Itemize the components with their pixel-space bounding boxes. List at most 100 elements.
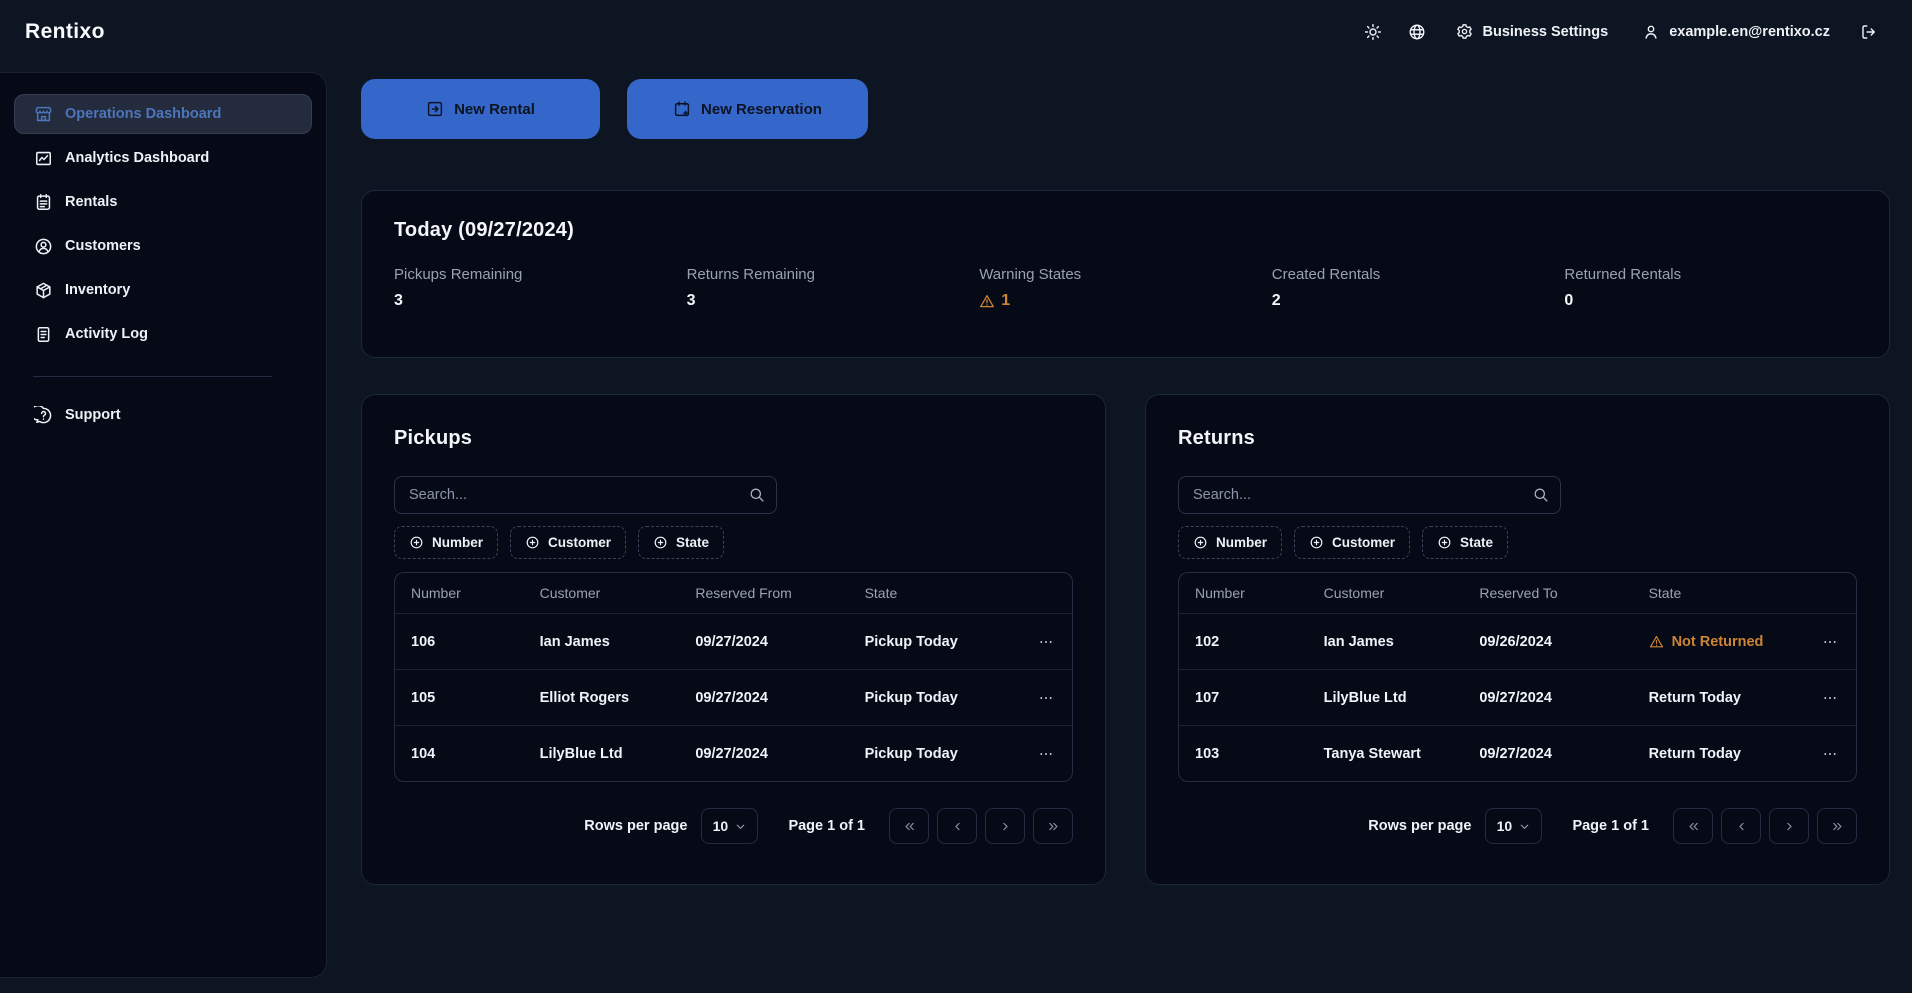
ellipsis-icon bbox=[1822, 634, 1838, 650]
stat-value: 2 bbox=[1271, 292, 1281, 309]
chevrons-left-icon bbox=[902, 819, 917, 834]
sidebar-item-inventory[interactable]: Inventory bbox=[14, 270, 312, 310]
cell-reserved-from: 09/27/2024 bbox=[695, 633, 768, 650]
column-header-customer: Customer bbox=[1323, 585, 1385, 601]
next-page-button[interactable] bbox=[1769, 808, 1809, 844]
sidebar-item-operations-dashboard[interactable]: Operations Dashboard bbox=[14, 94, 312, 134]
cell-number: 102 bbox=[1195, 633, 1220, 650]
sidebar-item-support[interactable]: Support bbox=[14, 395, 312, 435]
rows-per-page-select[interactable]: 10 bbox=[1485, 808, 1543, 844]
ellipsis-icon bbox=[1822, 746, 1838, 762]
search-icon bbox=[1532, 486, 1549, 503]
column-header-number: Number bbox=[1195, 585, 1245, 601]
cell-customer: Ian James bbox=[1323, 633, 1394, 650]
language-button[interactable] bbox=[1400, 15, 1434, 49]
sun-icon bbox=[1364, 23, 1382, 41]
user-menu[interactable]: example.en@rentixo.cz bbox=[1630, 15, 1842, 49]
filter-chip-customer[interactable]: Customer bbox=[1294, 526, 1411, 559]
returns-table: Number Customer Reserved To State 102 Ia… bbox=[1178, 572, 1857, 782]
cell-state-warning: Not Returned bbox=[1633, 634, 1802, 650]
sidebar-item-label: Analytics Dashboard bbox=[65, 150, 210, 166]
customer-circle-icon bbox=[34, 237, 53, 256]
returns-panel: Returns Number Customer bbox=[1145, 394, 1890, 885]
stat-pickups-remaining: Pickups Remaining 3 bbox=[394, 266, 687, 310]
stat-value: 0 bbox=[1564, 292, 1574, 309]
sidebar-item-analytics-dashboard[interactable]: Analytics Dashboard bbox=[14, 138, 312, 178]
row-actions-button[interactable] bbox=[1818, 742, 1842, 766]
chevrons-left-icon bbox=[1686, 819, 1701, 834]
ellipsis-icon bbox=[1822, 690, 1838, 706]
stat-value-warning: 1 bbox=[979, 292, 1272, 310]
column-header-reserved-from: Reserved From bbox=[695, 585, 792, 601]
sidebar-item-label: Rentals bbox=[65, 194, 118, 210]
table-row[interactable]: 102 Ian James 09/26/2024 Not Returned bbox=[1179, 613, 1856, 669]
gear-icon bbox=[1456, 23, 1473, 40]
warning-triangle-icon bbox=[979, 293, 995, 309]
last-page-button[interactable] bbox=[1033, 808, 1073, 844]
rows-per-page-select[interactable]: 10 bbox=[701, 808, 759, 844]
pickups-table: Number Customer Reserved From State 106 … bbox=[394, 572, 1073, 782]
stat-value: 3 bbox=[394, 292, 403, 309]
row-actions-button[interactable] bbox=[1034, 686, 1058, 710]
chevron-down-icon bbox=[1518, 820, 1531, 833]
first-page-button[interactable] bbox=[889, 808, 929, 844]
person-icon bbox=[1642, 23, 1660, 41]
quick-actions: New Rental New Reservation bbox=[361, 79, 1890, 139]
cell-customer: LilyBlue Ltd bbox=[1323, 689, 1407, 706]
sidebar-item-activity-log[interactable]: Activity Log bbox=[14, 314, 312, 354]
sidebar-item-rentals[interactable]: Rentals bbox=[14, 182, 312, 222]
help-bubble-icon bbox=[34, 405, 53, 425]
stat-label: Created Rentals bbox=[1271, 266, 1381, 283]
previous-page-button[interactable] bbox=[937, 808, 977, 844]
business-settings-button[interactable]: Business Settings bbox=[1444, 15, 1620, 48]
row-actions-button[interactable] bbox=[1034, 742, 1058, 766]
logout-button[interactable] bbox=[1852, 15, 1886, 49]
filter-chip-customer[interactable]: Customer bbox=[510, 526, 627, 559]
cell-state: Pickup Today bbox=[864, 689, 958, 706]
returns-search bbox=[1178, 476, 1561, 514]
row-actions-button[interactable] bbox=[1818, 630, 1842, 654]
calendar-plus-icon bbox=[673, 100, 691, 118]
column-header-state: State bbox=[864, 585, 898, 601]
user-email: example.en@rentixo.cz bbox=[1669, 23, 1830, 40]
ellipsis-icon bbox=[1038, 746, 1054, 762]
filter-chip-number[interactable]: Number bbox=[1178, 526, 1283, 559]
previous-page-button[interactable] bbox=[1721, 808, 1761, 844]
next-page-button[interactable] bbox=[985, 808, 1025, 844]
table-row[interactable]: 105 Elliot Rogers 09/27/2024 Pickup Toda… bbox=[395, 669, 1072, 725]
rows-per-page-value: 10 bbox=[712, 818, 729, 834]
stat-label: Returned Rentals bbox=[1564, 266, 1682, 283]
table-row[interactable]: 107 LilyBlue Ltd 09/27/2024 Return Today bbox=[1179, 669, 1856, 725]
journal-icon bbox=[34, 325, 53, 344]
cell-state: Pickup Today bbox=[864, 745, 958, 762]
pickups-search-input[interactable] bbox=[394, 476, 777, 514]
plus-circle-icon bbox=[653, 535, 668, 550]
pickups-table-header: Number Customer Reserved From State bbox=[395, 573, 1072, 613]
row-actions-button[interactable] bbox=[1034, 630, 1058, 654]
filter-chip-state[interactable]: State bbox=[638, 526, 725, 559]
cell-customer: Tanya Stewart bbox=[1323, 745, 1421, 762]
table-row[interactable]: 103 Tanya Stewart 09/27/2024 Return Toda… bbox=[1179, 725, 1856, 781]
new-rental-button[interactable]: New Rental bbox=[361, 79, 600, 139]
arrow-right-square-icon bbox=[426, 100, 444, 118]
first-page-button[interactable] bbox=[1673, 808, 1713, 844]
stat-label: Returns Remaining bbox=[686, 266, 815, 283]
sidebar-item-customers[interactable]: Customers bbox=[14, 226, 312, 266]
plus-circle-icon bbox=[1309, 535, 1324, 550]
cell-number: 103 bbox=[1195, 745, 1220, 762]
filter-chip-label: Customer bbox=[1332, 535, 1396, 550]
table-row[interactable]: 106 Ian James 09/27/2024 Pickup Today bbox=[395, 613, 1072, 669]
stat-warning-states: Warning States 1 bbox=[979, 266, 1272, 310]
new-reservation-label: New Reservation bbox=[701, 100, 822, 118]
storefront-icon bbox=[34, 105, 53, 124]
filter-chip-state[interactable]: State bbox=[1422, 526, 1509, 559]
filter-chip-number[interactable]: Number bbox=[394, 526, 499, 559]
cell-state-label: Not Returned bbox=[1671, 633, 1764, 650]
last-page-button[interactable] bbox=[1817, 808, 1857, 844]
row-actions-button[interactable] bbox=[1818, 686, 1842, 710]
new-reservation-button[interactable]: New Reservation bbox=[627, 79, 868, 139]
chevron-left-icon bbox=[1734, 819, 1749, 834]
returns-search-input[interactable] bbox=[1178, 476, 1561, 514]
table-row[interactable]: 104 LilyBlue Ltd 09/27/2024 Pickup Today bbox=[395, 725, 1072, 781]
theme-toggle-button[interactable] bbox=[1356, 15, 1390, 49]
